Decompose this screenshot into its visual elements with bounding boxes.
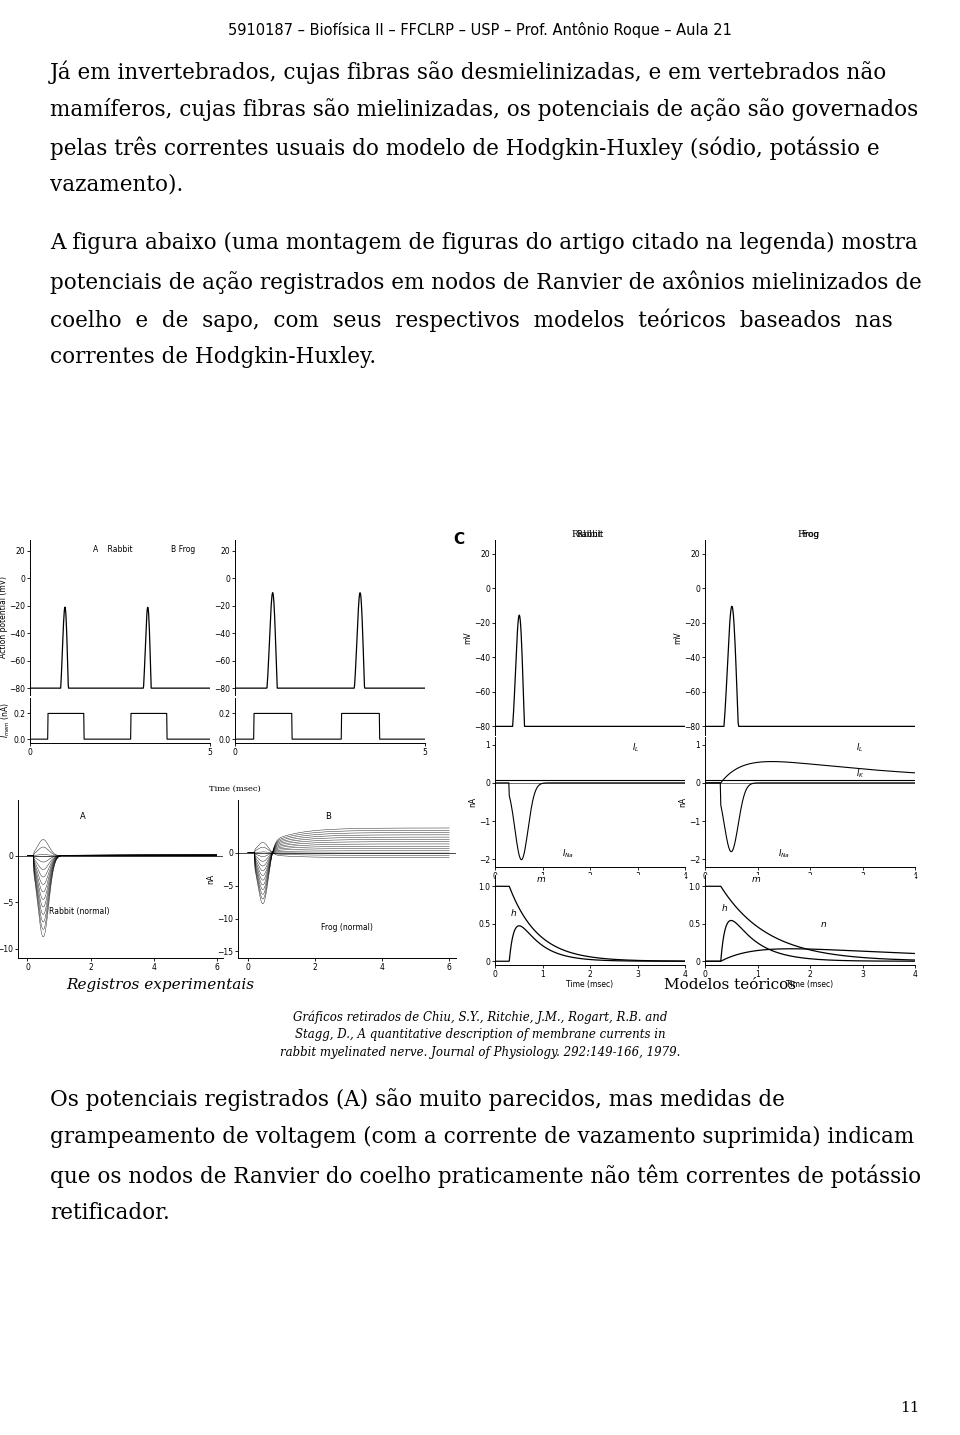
Text: B: B [171,545,176,554]
Text: A: A [80,812,85,821]
Text: h: h [510,908,516,917]
Text: Stagg, D., A quantitative description of membrane currents in: Stagg, D., A quantitative description of… [295,1027,665,1040]
Text: potenciais de ação registrados em nodos de Ranvier de axônios mielinizados de: potenciais de ação registrados em nodos … [50,270,922,294]
Text: Frog: Frog [174,545,195,554]
Text: Rabbit: Rabbit [99,545,133,554]
Text: 5910187 – Biofísica II – FFCLRP – USP – Prof. Antônio Roque – Aula 21: 5910187 – Biofísica II – FFCLRP – USP – … [228,22,732,37]
Text: vazamento).: vazamento). [50,174,183,197]
Text: rabbit myelinated nerve. Journal of Physiology. 292:149-166, 1979.: rabbit myelinated nerve. Journal of Phys… [279,1046,681,1059]
Text: correntes de Hodgkin-Huxley.: correntes de Hodgkin-Huxley. [50,346,376,367]
X-axis label: Time (msec): Time (msec) [566,980,613,989]
Y-axis label: $I_{mem}$ (nA): $I_{mem}$ (nA) [0,703,12,739]
Text: Time (msec): Time (msec) [209,785,261,794]
Text: pelas três correntes usuais do modelo de Hodgkin-Huxley (sódio, potássio e: pelas três correntes usuais do modelo de… [50,136,879,159]
Text: Gráficos retirados de Chiu, S.Y., Ritchie, J.M., Rogart, R.B. and: Gráficos retirados de Chiu, S.Y., Ritchi… [293,1010,667,1023]
Text: Já em invertebrados, cujas fibras são desmielinizadas, e em vertebrados não: Já em invertebrados, cujas fibras são de… [50,60,887,83]
Y-axis label: nA: nA [468,796,478,806]
Text: coelho  e  de  sapo,  com  seus  respectivos  modelos  teóricos  baseados  nas: coelho e de sapo, com seus respectivos m… [50,309,893,331]
Title: Frog: Frog [801,530,819,540]
Text: Registros experimentais: Registros experimentais [66,979,254,992]
Text: 11: 11 [900,1401,920,1415]
Text: retificador.: retificador. [50,1203,170,1224]
Y-axis label: nA: nA [679,796,687,806]
Y-axis label: Action potential (mV): Action potential (mV) [0,577,8,659]
Text: m: m [752,875,760,884]
Text: m: m [537,875,545,884]
Text: $I_L$: $I_L$ [856,740,864,753]
Text: Frog: Frog [797,530,819,540]
Text: B: B [325,812,331,821]
Text: Rabbit: Rabbit [572,530,602,540]
Text: $I_L$: $I_L$ [632,740,639,753]
Text: Frog (normal): Frog (normal) [321,923,372,931]
Y-axis label: mV: mV [674,631,683,644]
Text: $I_{Na}$: $I_{Na}$ [779,848,791,860]
Text: A: A [93,545,98,554]
Y-axis label: nA: nA [206,874,216,884]
X-axis label: Time (msec): Time (msec) [786,883,833,891]
Text: grampeamento de voltagem (com a corrente de vazamento suprimida) indicam: grampeamento de voltagem (com a corrente… [50,1126,914,1148]
Text: $I_K$: $I_K$ [856,766,865,779]
Y-axis label: mV: mV [464,631,472,644]
Text: h: h [722,904,728,913]
X-axis label: Time (msec): Time (msec) [566,883,613,891]
Title: Rabbit: Rabbit [576,530,604,540]
Text: n: n [821,920,827,930]
Text: mamíferos, cujas fibras são mielinizadas, os potenciais de ação são governados: mamíferos, cujas fibras são mielinizadas… [50,98,919,121]
Text: A figura abaixo (uma montagem de figuras do artigo citado na legenda) mostra: A figura abaixo (uma montagem de figuras… [50,232,918,254]
Text: Modelos teóricos: Modelos teóricos [664,979,796,992]
Text: $I_{Na}$: $I_{Na}$ [562,848,573,860]
Text: Rabbit (normal): Rabbit (normal) [49,907,109,916]
Text: que os nodos de Ranvier do coelho praticamente não têm correntes de potássio: que os nodos de Ranvier do coelho pratic… [50,1164,922,1188]
Text: C: C [453,532,465,547]
X-axis label: Time (msec): Time (msec) [786,980,833,989]
Text: Os potenciais registrados (A) são muito parecidos, mas medidas de: Os potenciais registrados (A) são muito … [50,1088,785,1111]
